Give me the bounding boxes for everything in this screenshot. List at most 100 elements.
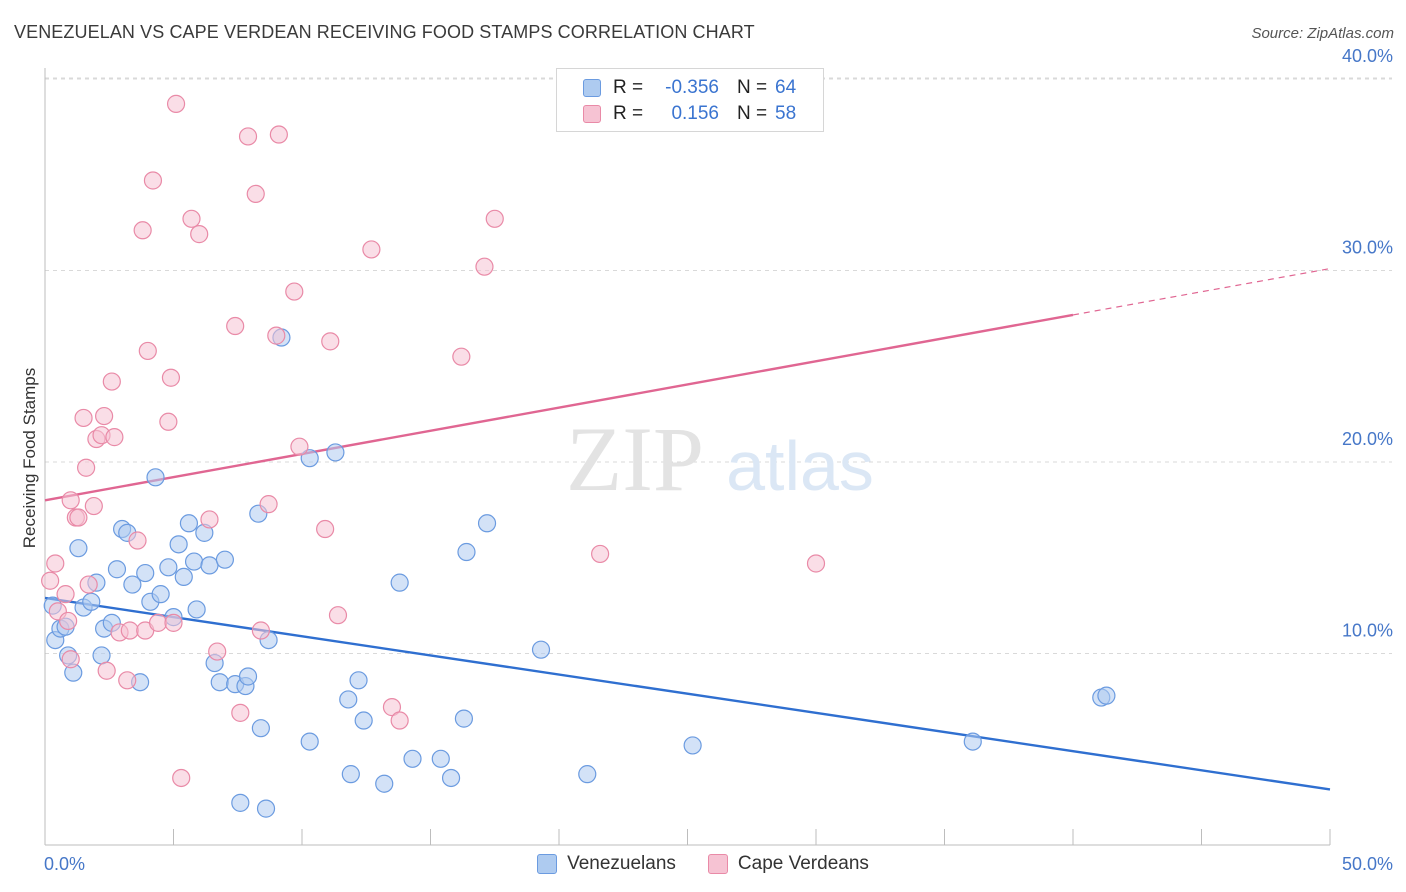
cape-verdean-point: [200, 510, 219, 529]
venezuelan-point: [300, 732, 319, 751]
venezuelan-trend-line: [44, 596, 1331, 791]
venezuelan-point: [441, 768, 461, 788]
cape-verdean-point: [102, 372, 121, 391]
series-legend-cape-verdeans[interactable]: Cape Verdeans: [707, 853, 869, 875]
cape-verdean-point: [77, 458, 96, 477]
venezuelan-point: [169, 535, 188, 554]
cape-verdean-point: [133, 221, 152, 240]
venezuelan-point: [179, 514, 199, 533]
venezuelan-point: [210, 673, 229, 692]
cape-verdean-point: [143, 171, 163, 190]
venezuelan-point: [454, 709, 474, 728]
venezuelan-point: [457, 542, 476, 562]
y-tick-label: 30.0%: [1342, 238, 1393, 258]
cape-verdean-point: [267, 326, 286, 345]
legend-n-value: 64: [775, 77, 797, 98]
cape-verdean-point: [138, 341, 157, 361]
cape-verdean-point: [390, 711, 409, 730]
watermark-zip: ZIP: [566, 408, 704, 510]
cape-verdean-point: [97, 661, 116, 680]
x-tick-label-min: 0.0%: [44, 854, 85, 874]
series-legend: Venezuelans Cape Verdeans: [0, 851, 1406, 877]
cape-verdean-point: [161, 368, 181, 387]
chart-title: VENEZUELAN VS CAPE VERDEAN RECEIVING FOO…: [14, 22, 755, 42]
cape-verdean-point: [56, 585, 75, 604]
points-layer: [41, 94, 1116, 818]
stats-legend: R = -0.356 N = 64 R = 0.156 N = 58: [556, 68, 824, 132]
legend-n-label: N =: [737, 103, 768, 124]
venezuelan-point: [354, 711, 373, 730]
cape-verdean-point: [269, 125, 288, 144]
legend-r-label: R =: [613, 77, 644, 98]
venezuelan-point: [174, 567, 193, 587]
watermark: ZIP atlas: [566, 408, 874, 510]
venezuelan-point: [187, 600, 206, 619]
watermark-atlas: atlas: [726, 427, 874, 505]
venezuelan-point: [184, 552, 204, 571]
cape-verdean-point: [190, 225, 209, 244]
venezuelan-point: [69, 539, 88, 558]
venezuelan-point: [339, 690, 358, 709]
venezuelan-point: [531, 640, 551, 659]
legend-row-venezuelans: R = -0.356 N = 64: [583, 75, 796, 101]
legend-n-label: N =: [737, 77, 768, 98]
grid-layer: [45, 77, 1392, 654]
venezuelan-point: [349, 671, 368, 690]
cape-verdean-point: [69, 508, 88, 527]
venezuelan-point: [300, 449, 319, 468]
venezuelan-point: [231, 793, 250, 812]
y-tick-label: 20.0%: [1342, 429, 1393, 449]
cape-verdean-point: [591, 544, 610, 564]
y-tick-label: 40.0%: [1342, 46, 1393, 66]
cape-verdean-point: [74, 408, 93, 428]
venezuelan-point: [341, 765, 360, 784]
series-swatch-pink: [707, 854, 728, 874]
cape-verdean-trend-line-extrapolated: [1072, 267, 1331, 316]
cape-verdean-point: [118, 671, 137, 690]
venezuelan-point: [477, 514, 497, 533]
tick-label-layer: 10.0% 20.0% 30.0% 40.0% 0.0% 50.0%: [44, 46, 1393, 874]
cape-verdean-point: [172, 768, 191, 788]
cape-verdean-point: [95, 406, 114, 426]
cape-verdean-point: [84, 496, 103, 516]
cape-verdean-point: [61, 650, 80, 669]
cape-verdean-point: [362, 240, 381, 259]
venezuelan-point: [375, 774, 394, 793]
legend-swatch-blue: [583, 79, 601, 97]
cape-verdean-point: [321, 332, 340, 351]
cape-verdean-point: [485, 209, 504, 228]
venezuelan-point: [82, 592, 101, 611]
venezuelan-point: [326, 443, 345, 462]
cape-verdean-point: [226, 316, 245, 336]
cape-verdean-point: [290, 437, 309, 456]
venezuelan-point: [159, 558, 178, 577]
venezuelan-point: [215, 550, 234, 569]
venezuelan-point: [1097, 686, 1116, 705]
cape-verdean-point: [182, 209, 201, 228]
source-credit: Source: ZipAtlas.com: [1251, 25, 1394, 42]
venezuelan-point: [578, 765, 597, 784]
series-legend-venezuelans[interactable]: Venezuelans: [537, 853, 676, 875]
cape-verdean-point: [128, 531, 147, 550]
cape-verdean-point: [231, 703, 250, 722]
cape-verdean-point: [475, 257, 494, 276]
venezuelan-point: [403, 749, 422, 768]
cape-verdean-point: [61, 491, 80, 510]
cape-verdean-point: [79, 575, 98, 594]
venezuelan-point: [963, 732, 982, 751]
venezuelan-point: [431, 749, 450, 768]
legend-r-value: -0.356: [665, 77, 719, 98]
venezuelan-point: [92, 646, 111, 665]
venezuelan-point: [123, 575, 142, 594]
venezuelan-point: [238, 667, 258, 686]
cape-verdean-point: [46, 554, 65, 573]
venezuelan-point: [146, 468, 165, 487]
legend-r-label: R =: [613, 103, 644, 124]
cape-verdean-point: [166, 94, 186, 113]
cape-verdean-point: [59, 611, 78, 631]
cape-verdean-point: [238, 127, 258, 146]
cape-verdean-point: [159, 412, 178, 431]
cape-verdean-point: [806, 554, 826, 573]
cape-verdean-trend-line: [44, 313, 1074, 502]
cape-verdean-point: [259, 495, 278, 514]
